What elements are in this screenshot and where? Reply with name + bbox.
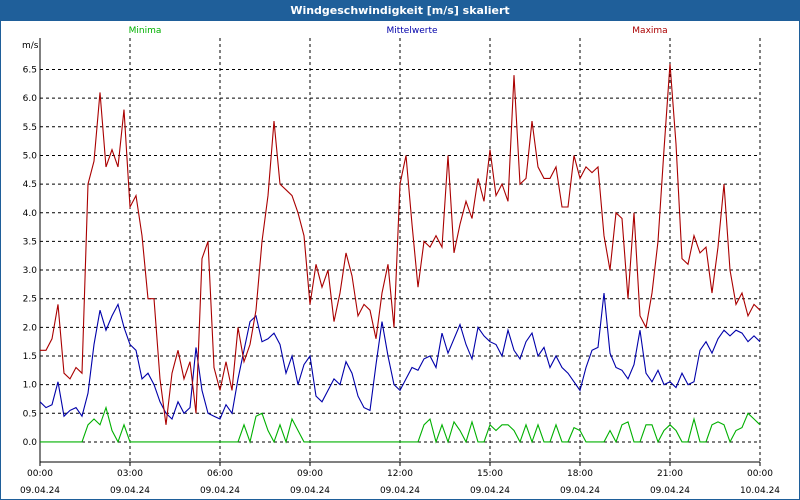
x-tick-date: 09.04.24	[290, 486, 330, 496]
x-tick-date: 09.04.24	[650, 486, 690, 496]
y-tick-label: 0.5	[23, 409, 37, 419]
y-tick-label: 5.0	[23, 151, 38, 161]
x-tick-time: 00:00	[747, 469, 773, 479]
y-tick-label: 2.5	[23, 295, 37, 305]
series-line-minima	[40, 405, 761, 444]
x-tick-time: 18:00	[567, 469, 593, 479]
y-tick-label: 6.0	[23, 94, 38, 104]
y-tick-label: 6.5	[23, 66, 37, 76]
y-tick-label: 1.5	[23, 352, 37, 362]
x-tick-time: 06:00	[207, 469, 233, 479]
y-tick-label: 2.0	[23, 323, 38, 333]
x-tick-date: 10.04.24	[740, 486, 780, 496]
y-tick-label: 3.0	[23, 266, 38, 276]
series-line-maxima	[40, 63, 761, 425]
x-tick-date: 09.04.24	[110, 486, 150, 496]
legend-maxima: Maxima	[632, 26, 667, 36]
x-tick-date: 09.04.24	[560, 486, 600, 496]
series-line-mittelwerte	[39, 292, 761, 420]
x-tick-time: 09:00	[297, 469, 323, 479]
series-lines	[39, 63, 761, 444]
x-tick-labels: 00:00 09.04.24 03:00 09.04.24 06:00 09.04.24 0…	[20, 469, 780, 496]
x-tick-time: 21:00	[657, 469, 683, 479]
chart-title: Windgeschwindigkeit [m/s] skaliert	[1, 1, 799, 21]
y-tick-label: 3.5	[23, 237, 37, 247]
x-tick-time: 12:00	[387, 469, 413, 479]
legend-minima: Minima	[129, 26, 162, 36]
x-tick-time: 15:00	[477, 469, 503, 479]
x-tick-date: 09.04.24	[200, 486, 240, 496]
x-tick-date: 09.04.24	[20, 486, 60, 496]
y-tick-labels: 0.0 0.5 1.0 1.5 2.0 2.5 3.0 3.5 4.0 4.5 5.0 5.5 6.0 6…	[23, 66, 38, 448]
legend-mittelwerte: Mittelwerte	[386, 26, 437, 36]
y-tick-label: 4.5	[23, 180, 37, 190]
y-tick-label: 1.0	[23, 381, 38, 391]
x-tick-date: 09.04.24	[380, 486, 420, 496]
x-tick-time: 03:00	[117, 469, 143, 479]
y-tick-label: 4.0	[23, 209, 38, 219]
x-tick-date: 09.04.24	[470, 486, 510, 496]
grid	[39, 38, 761, 466]
y-tick-label: 5.5	[23, 123, 37, 133]
x-tick-time: 00:00	[27, 469, 53, 479]
y-axis-label: m/s	[22, 41, 39, 51]
y-tick-label: 0.0	[23, 438, 38, 448]
